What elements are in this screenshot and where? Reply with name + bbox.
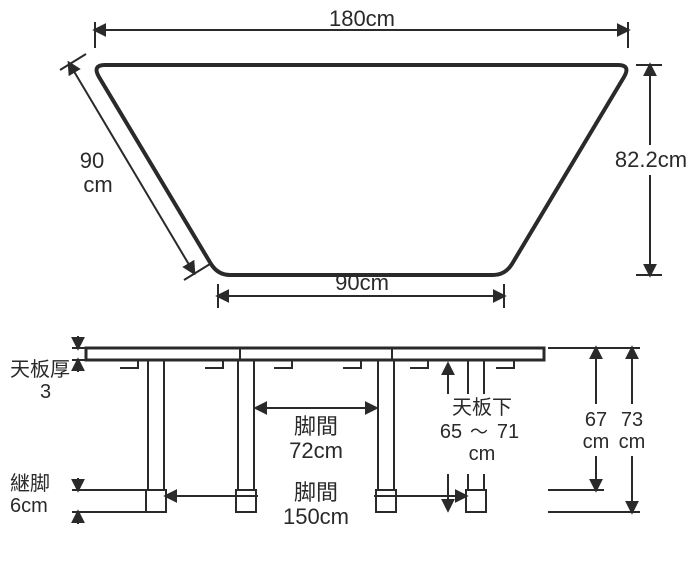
height-67: 67 (585, 409, 607, 431)
top-width-label: 180cm (329, 6, 395, 31)
slant-label-1: 90 (80, 148, 104, 173)
ext-leg-label: 継脚 (10, 472, 50, 495)
top-view: 180cm 90 cm 90cm 82.2cm (60, 6, 688, 308)
tabletop-side (86, 348, 544, 360)
diagram-canvas: 180cm 90 cm 90cm 82.2cm (0, 0, 700, 564)
front-view: 天板厚 3 継脚 6cm 脚間 72cm 脚間 150cm 天板下 65 〜 7… (10, 336, 652, 530)
under-top-v2: 71 (497, 421, 519, 443)
height-73-unit: cm (619, 431, 646, 453)
tabletop-thickness-label: 天板厚 (10, 358, 70, 381)
outer-span-label: 脚間 (294, 480, 338, 505)
under-top-label: 天板下 (452, 396, 512, 419)
under-top-v1: 65 (440, 421, 462, 443)
tabletop-thickness-value: 3 (40, 381, 51, 403)
top-height-label: 82.2cm (615, 147, 687, 172)
ext-leg-value: 6cm (10, 495, 48, 517)
outer-span-value: 150cm (283, 504, 349, 529)
slant-label-2: cm (83, 172, 112, 197)
height-73: 73 (621, 409, 643, 431)
inner-span-value: 72cm (289, 438, 343, 463)
under-top-tilde: 〜 (470, 422, 488, 442)
height-67-unit: cm (583, 431, 610, 453)
bottom-width-label: 90cm (335, 270, 389, 295)
under-top-unit: cm (469, 443, 496, 465)
inner-span-label: 脚間 (294, 414, 338, 439)
